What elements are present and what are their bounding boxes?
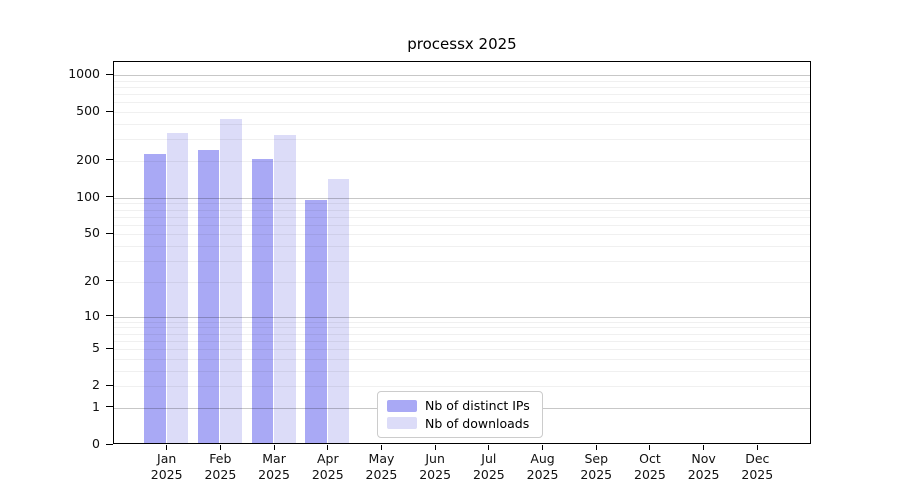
gridline-minor [114,333,810,335]
x-tick-label-nov: Nov 2025 [687,451,720,482]
y-tick-mark [106,315,113,317]
gridline-minor [114,209,810,211]
legend-item-downloads: Nb of downloads [387,416,533,431]
x-tick-mark [327,445,329,450]
gridline-minor [114,102,810,104]
x-tick-label-jan: Jan 2025 [150,451,183,482]
gridline-minor [114,123,810,125]
bar-jan-2025-nb-of-distinct-ips [144,153,166,443]
y-tick-label: 200 [76,151,100,167]
y-tick-mark [106,196,113,198]
y-tick-mark [106,73,113,75]
x-tick-mark [542,445,544,450]
legend-item-distinct-ips: Nb of distinct IPs [387,398,533,413]
x-tick-label-jul: Jul 2025 [472,451,505,482]
x-tick-mark [219,445,221,450]
gridline-minor [114,340,810,342]
legend: Nb of distinct IPs Nb of downloads [377,391,543,438]
gridline-minor [114,94,810,96]
y-tick-label: 20 [84,272,100,288]
y-tick-label: 1 [92,398,100,414]
legend-swatch-distinct-ips [387,399,417,412]
y-tick-mark [106,347,113,349]
gridline-minor [114,224,810,226]
gridline-minor [114,358,810,360]
y-tick-mark [106,159,113,161]
x-tick-mark [595,445,597,450]
bar-jan-2025-nb-of-downloads [166,133,189,443]
x-tick-label-oct: Oct 2025 [634,451,666,482]
x-tick-mark [756,445,758,450]
gridline-minor [114,112,810,114]
x-tick-mark [649,445,651,450]
y-tick-mark [106,232,113,234]
y-tick-mark [106,384,113,386]
y-tick-label: 10 [84,307,100,323]
y-tick-label: 100 [76,188,100,204]
y-tick-label: 5 [92,340,100,356]
y-tick-label: 500 [76,103,100,119]
plot-area [113,61,811,444]
gridline-minor [114,281,810,283]
gridline-major [114,197,810,199]
y-tick-mark [106,280,113,282]
y-tick-label: 0 [92,436,100,451]
x-tick-mark [434,445,436,450]
gridline-major [114,316,810,318]
gridline-minor [114,327,810,329]
x-tick-label-jun: Jun 2025 [419,451,452,482]
gridline-major [114,75,810,76]
chart-title: processx 2025 [407,35,517,53]
x-tick-mark [166,445,168,450]
gridline-minor [114,86,810,88]
gridline-minor [114,261,810,263]
x-tick-label-aug: Aug 2025 [526,451,559,482]
x-tick-label-mar: Mar 2025 [258,451,290,482]
legend-swatch-downloads [387,417,417,430]
legend-label-downloads: Nb of downloads [425,415,530,431]
x-tick-mark [488,445,490,450]
y-tick-label: 1000 [68,66,100,81]
x-tick-label-sep: Sep 2025 [580,451,613,482]
gridline-minor [114,246,810,248]
y-tick-label: 50 [84,225,100,241]
x-tick-label-may: May 2025 [365,451,398,482]
gridline-minor [114,160,810,162]
bar-apr-2025-nb-of-downloads [327,179,350,443]
bar-feb-2025-nb-of-downloads [220,118,242,443]
y-tick-mark [106,406,113,408]
x-tick-label-dec: Dec 2025 [741,451,774,482]
gridline-minor [114,321,810,323]
gridline-minor [114,234,810,236]
legend-label-distinct-ips: Nb of distinct IPs [425,398,530,414]
gridline-minor [114,216,810,218]
gridline-minor [114,80,810,82]
gridline-minor [114,203,810,205]
gridline-minor [114,349,810,351]
x-tick-mark [703,445,705,450]
gridline-minor [114,370,810,372]
bar-apr-2025-nb-of-distinct-ips [305,200,327,443]
y-tick-label: 2 [92,377,100,393]
x-tick-mark [380,445,382,450]
x-tick-mark [273,445,275,450]
x-tick-label-feb: Feb 2025 [204,451,237,482]
bar-mar-2025-nb-of-distinct-ips [251,158,274,443]
bar-mar-2025-nb-of-downloads [274,134,296,443]
bar-feb-2025-nb-of-distinct-ips [197,150,220,443]
y-tick-mark [106,443,113,445]
y-tick-mark [106,110,113,112]
gridline-minor [114,139,810,141]
x-tick-label-apr: Apr 2025 [311,451,344,482]
gridline-minor [114,386,810,388]
